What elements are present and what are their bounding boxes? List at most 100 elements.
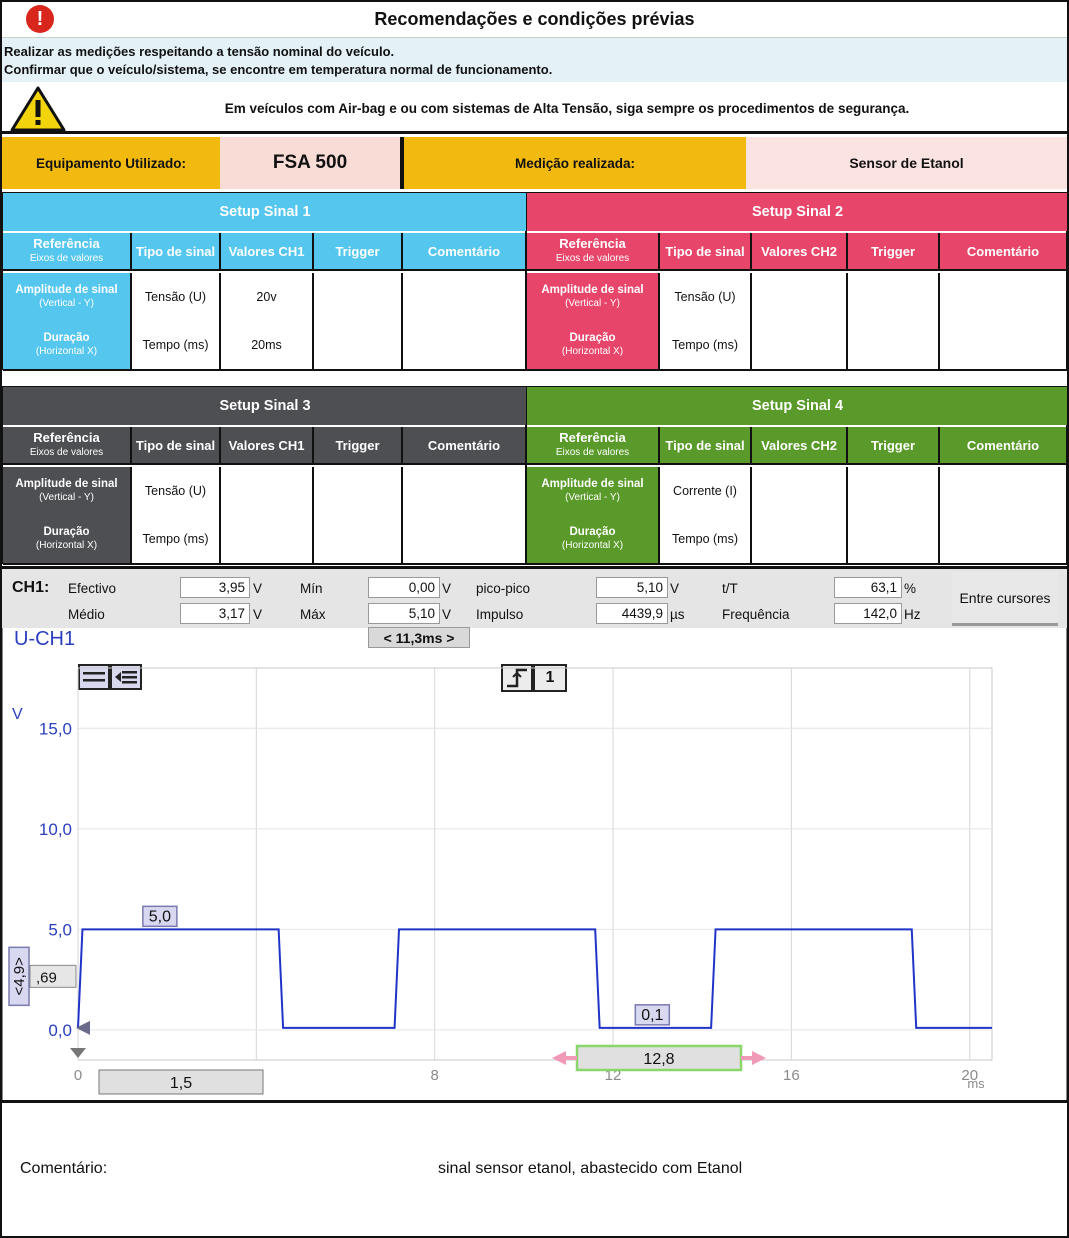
info-icon: ! xyxy=(26,5,54,33)
duty-unit: % xyxy=(904,581,917,596)
row-reference-text: Duração (Horizontal X) xyxy=(35,526,98,551)
trigger-channel-button[interactable]: 1 xyxy=(533,664,567,692)
row-reference-text: Amplitude de sinal (Vertical - Y) xyxy=(541,284,644,309)
row-value-cell[interactable] xyxy=(221,515,314,565)
row-value-cell[interactable] xyxy=(752,515,848,565)
setup-title: Setup Sinal 3 xyxy=(3,387,527,425)
low-level-label-box xyxy=(634,1004,671,1026)
signal-trace xyxy=(77,928,992,1029)
row-reference-subtext: (Vertical - Y) xyxy=(39,298,94,309)
row-reference-subtext: (Vertical - Y) xyxy=(565,298,620,309)
x-tick-label: 20 xyxy=(961,1067,978,1084)
warning-panel: Em veículos com Air-bag e ou com sistema… xyxy=(2,82,1067,134)
trigger-cell[interactable] xyxy=(314,273,403,371)
comment-cell[interactable] xyxy=(940,273,1068,371)
header-text: Tipo de sinal xyxy=(665,437,745,453)
header-text: Comentário xyxy=(427,243,501,259)
warning-triangle-icon xyxy=(10,86,66,132)
setup-title: Setup Sinal 2 xyxy=(527,193,1068,231)
setup-header-cell: Tipo de sinal xyxy=(132,427,221,465)
marks: 5,0 0,1 <4,9> ,69 1,5 12,8 xyxy=(8,905,992,1095)
setup-header-cell: Comentário xyxy=(940,427,1068,465)
equipment-label: Equipamento Utilizado: xyxy=(2,137,220,189)
channel-title: U-CH1 xyxy=(14,628,76,650)
trigger-cell[interactable] xyxy=(314,467,403,565)
row-reference-text: Duração (Horizontal X) xyxy=(35,332,98,357)
setup-header-cell: Tipo de sinal xyxy=(660,233,752,271)
cursor-right-arrow-icon xyxy=(752,1051,766,1065)
setup-header-cell: Trigger xyxy=(848,427,940,465)
row-signal-type: Tensão (U) xyxy=(132,467,221,517)
page-title: Recomendações e condições prévias xyxy=(374,8,695,29)
cursor-left-arrow-shaft xyxy=(565,1056,577,1060)
delta-time-readout: < 11,3ms > xyxy=(368,627,470,648)
row-reference-subtext: (Horizontal X) xyxy=(561,540,624,551)
max-label: Máx xyxy=(300,607,326,622)
row-reference-text: Amplitude de sinal (Vertical - Y) xyxy=(15,478,118,503)
measurement-value: Sensor de Etanol xyxy=(746,137,1067,189)
high-level-label-box xyxy=(142,905,178,928)
header-text: Comentário xyxy=(966,437,1040,453)
y-unit-label: V xyxy=(12,706,23,723)
zero-level-marker xyxy=(76,1020,90,1035)
x-cursor-right-label: 12,8 xyxy=(643,1051,674,1068)
cursor-v-label: <4,9> xyxy=(11,957,28,996)
header-text: Valores CH1 xyxy=(228,437,305,453)
row-reference-subtext: (Horizontal X) xyxy=(35,540,98,551)
between-cursors-button[interactable]: Entre cursores xyxy=(952,572,1058,626)
recommendation-line: Confirmar que o veículo/sistema, se enco… xyxy=(4,62,553,77)
header-text: Tipo de sinal xyxy=(665,243,745,259)
header-text: Valores CH2 xyxy=(761,437,837,453)
trigger-edge-icon[interactable] xyxy=(501,664,533,692)
setup-title: Setup Sinal 4 xyxy=(527,387,1068,425)
row-reference: Duração (Horizontal X) xyxy=(527,321,660,371)
row-signal-type: Tempo (ms) xyxy=(132,515,221,565)
impulso-value: 4439,9 xyxy=(596,603,668,624)
setup-header-cell: Valores CH1 xyxy=(221,427,314,465)
row-value-cell[interactable] xyxy=(221,467,314,517)
setup-header-cell: Trigger xyxy=(314,427,403,465)
row-reference-text: Duração (Horizontal X) xyxy=(561,526,624,551)
setup-header-cell: Valores CH2 xyxy=(752,427,848,465)
cursor-right-arrow-shaft xyxy=(741,1056,753,1060)
header-text: Comentário xyxy=(427,437,501,453)
freq-label: Frequência xyxy=(722,607,790,622)
header-text: Valores CH1 xyxy=(228,243,305,259)
min-unit: V xyxy=(442,581,452,596)
trigger-cell[interactable] xyxy=(848,273,940,371)
recommendations-panel: Realizar as medições respeitando a tensã… xyxy=(2,38,1067,82)
medio-value: 3,17 xyxy=(180,603,250,624)
duty-value: 63,1 xyxy=(834,577,902,598)
row-value-cell[interactable] xyxy=(752,273,848,323)
setup-title: Setup Sinal 1 xyxy=(3,193,527,231)
recommendation-line: Realizar as medições respeitando a tensã… xyxy=(4,44,395,59)
setup-block-s2: Setup Sinal 2 Referência Eixos de valores T… xyxy=(526,192,1068,371)
header-text: Tipo de sinal xyxy=(135,243,216,259)
impulso-unit: µs xyxy=(670,607,685,622)
min-value: 0,00 xyxy=(368,577,440,598)
row-value-cell[interactable] xyxy=(752,321,848,371)
row-reference-subtext: (Horizontal X) xyxy=(35,346,98,357)
row-value-cell[interactable]: 20ms xyxy=(221,321,314,371)
header-text: Trigger xyxy=(335,437,380,453)
header-text: Referência Eixos de valores xyxy=(555,430,630,458)
freq-value: 142,0 xyxy=(834,603,902,624)
trigger-cell[interactable] xyxy=(848,467,940,565)
trigger-position-marker xyxy=(70,1048,86,1058)
measurement-label: Medição realizada: xyxy=(404,137,746,189)
row-reference-subtext: (Horizontal X) xyxy=(561,346,624,357)
y-tick-label: 10,0 xyxy=(39,820,72,839)
header-text: Trigger xyxy=(335,243,380,259)
row-reference-subtext: (Vertical - Y) xyxy=(565,492,620,503)
offset-label: ,69 xyxy=(36,969,57,986)
x-unit-label: ms xyxy=(967,1076,985,1091)
x-cursor-left-label: 1,5 xyxy=(170,1075,192,1092)
setup-header-cell: Referência Eixos de valores xyxy=(3,233,132,271)
high-level-label: 5,0 xyxy=(149,908,171,925)
setup-block-s4: Setup Sinal 4 Referência Eixos de valores T… xyxy=(526,386,1068,565)
setup-header-cell: Tipo de sinal xyxy=(660,427,752,465)
header-text: Referência Eixos de valores xyxy=(555,236,630,264)
setup-header-cell: Comentário xyxy=(403,233,527,271)
min-label: Mín xyxy=(300,581,323,596)
scope-plot: 04812162015,010,05,00,0ms 5,00,1<4,9>,69… xyxy=(8,667,993,1095)
